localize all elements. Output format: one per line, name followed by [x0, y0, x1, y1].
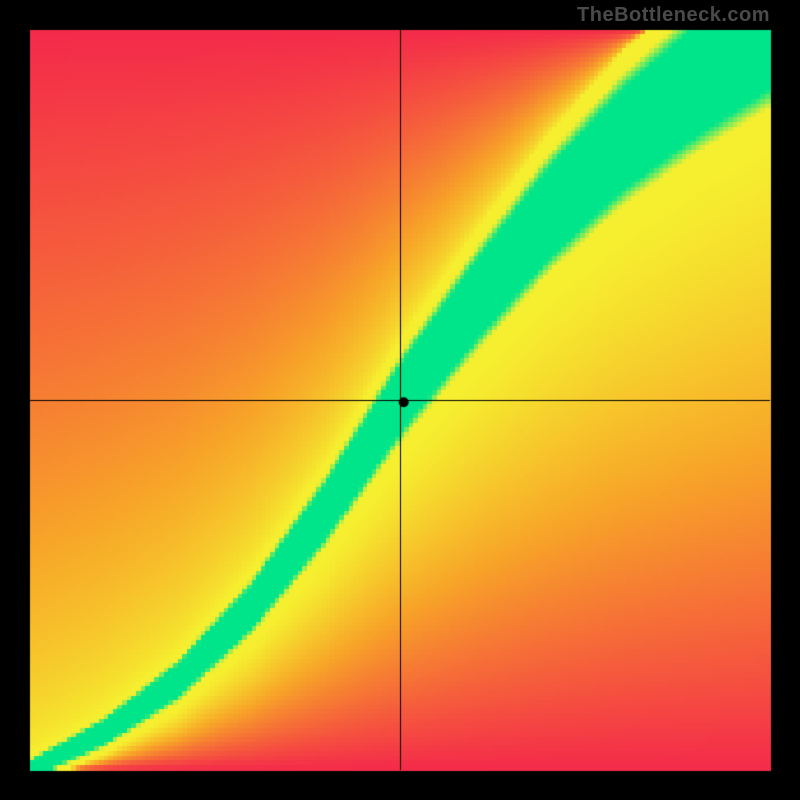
watermark-text: TheBottleneck.com [577, 4, 770, 27]
bottleneck-heatmap-canvas [0, 0, 800, 800]
chart-container: TheBottleneck.com [0, 0, 800, 800]
